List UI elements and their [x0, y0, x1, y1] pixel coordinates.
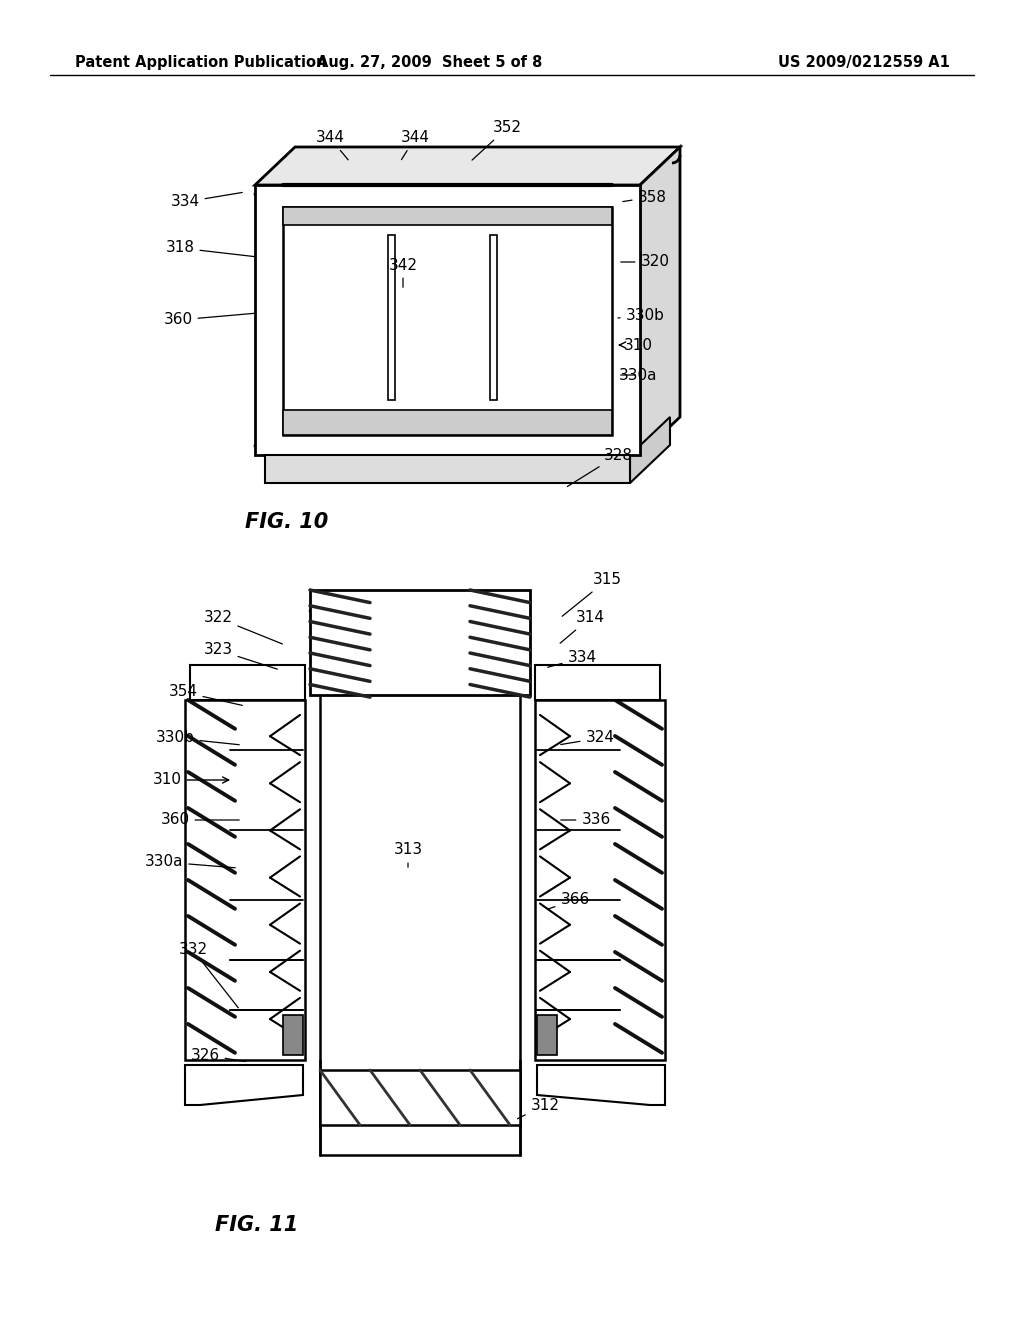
Bar: [537, 1015, 557, 1055]
Polygon shape: [630, 417, 670, 483]
Text: 344: 344: [315, 131, 348, 160]
Bar: [319, 1071, 520, 1125]
Text: 332: 332: [178, 942, 239, 1007]
Bar: [185, 700, 305, 1060]
Text: 315: 315: [562, 573, 622, 616]
Text: 330b: 330b: [156, 730, 240, 746]
Bar: [319, 620, 520, 1155]
Text: 342: 342: [388, 257, 418, 288]
Text: 318: 318: [166, 240, 255, 256]
Text: 358: 358: [623, 190, 667, 205]
Bar: [535, 700, 665, 1060]
Text: 330b: 330b: [618, 308, 665, 322]
Bar: [283, 207, 612, 224]
Text: 314: 314: [560, 610, 604, 643]
Text: 330a: 330a: [618, 367, 657, 383]
Text: FIG. 10: FIG. 10: [245, 512, 329, 532]
Text: Patent Application Publication: Patent Application Publication: [75, 54, 327, 70]
Bar: [283, 411, 612, 436]
Bar: [265, 455, 630, 483]
Polygon shape: [185, 1065, 303, 1105]
Text: 366: 366: [548, 892, 590, 909]
Bar: [255, 185, 640, 455]
Text: 354: 354: [169, 685, 243, 705]
Text: 334: 334: [170, 193, 243, 210]
Bar: [283, 1015, 303, 1055]
Text: 360: 360: [164, 313, 255, 327]
Text: US 2009/0212559 A1: US 2009/0212559 A1: [778, 54, 950, 70]
Text: 320: 320: [621, 255, 670, 269]
Bar: [310, 590, 530, 696]
Polygon shape: [537, 1065, 665, 1105]
Text: FIG. 11: FIG. 11: [215, 1214, 298, 1236]
Text: 352: 352: [472, 120, 521, 160]
Text: 322: 322: [204, 610, 283, 644]
Bar: [535, 665, 660, 700]
Text: 360: 360: [161, 813, 240, 828]
Text: 323: 323: [204, 643, 278, 669]
Text: 312: 312: [517, 1097, 559, 1119]
Text: 334: 334: [548, 651, 597, 668]
Text: 326: 326: [190, 1048, 246, 1063]
Text: 330a: 330a: [144, 854, 236, 870]
Text: Aug. 27, 2009  Sheet 5 of 8: Aug. 27, 2009 Sheet 5 of 8: [317, 54, 543, 70]
Text: 336: 336: [561, 813, 610, 828]
Text: 313: 313: [393, 842, 423, 867]
Text: 328: 328: [567, 447, 633, 487]
Polygon shape: [640, 147, 680, 455]
Text: 310: 310: [153, 772, 228, 788]
Text: 324: 324: [561, 730, 614, 746]
Polygon shape: [255, 147, 680, 185]
Bar: [283, 207, 612, 436]
Text: 310: 310: [620, 338, 652, 352]
Bar: [190, 665, 305, 700]
Bar: [388, 235, 395, 400]
Bar: [490, 235, 498, 400]
Text: 344: 344: [400, 131, 429, 160]
